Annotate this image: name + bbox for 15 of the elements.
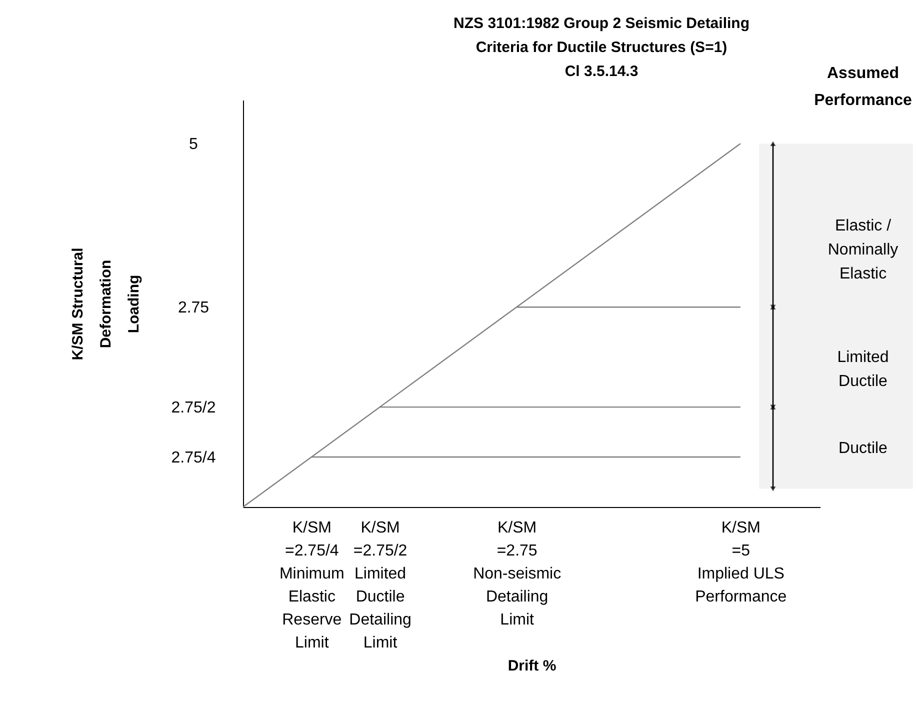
- x-axis-title: Drift %: [508, 658, 556, 674]
- y-tick-label: 2.75: [178, 300, 210, 317]
- chart-title: NZS 3101:1982 Group 2 Seismic Detailing Criteria for Ductile Structures (S=1) Cl 3.5.14.3: [454, 15, 750, 80]
- band-label: Ductile: [838, 440, 888, 457]
- y-tick-label: 2.75/2: [171, 400, 216, 417]
- band-label: Elastic / Nominally Elastic: [828, 217, 898, 282]
- y-tick-label: 5: [189, 136, 198, 154]
- x-tick-label: K/SM =2.75 Non-seismic Detailing Limit: [473, 520, 562, 628]
- y-axis-title: K/SM Structural Deformation Loading: [69, 248, 142, 360]
- annotation: Assumed Performance: [814, 65, 912, 109]
- x-tick-label: K/SM =5 Implied ULS Performance: [695, 520, 787, 606]
- x-tick-label: K/SM =2.75/4 Minimum Elastic Reserve Limit: [279, 520, 344, 652]
- band-label: Limited Ductile: [837, 349, 889, 390]
- y-tick-label: 2.75/4: [171, 450, 216, 467]
- x-tick-label: K/SM =2.75/2 Limited Ductile Detailing Limit: [349, 520, 412, 652]
